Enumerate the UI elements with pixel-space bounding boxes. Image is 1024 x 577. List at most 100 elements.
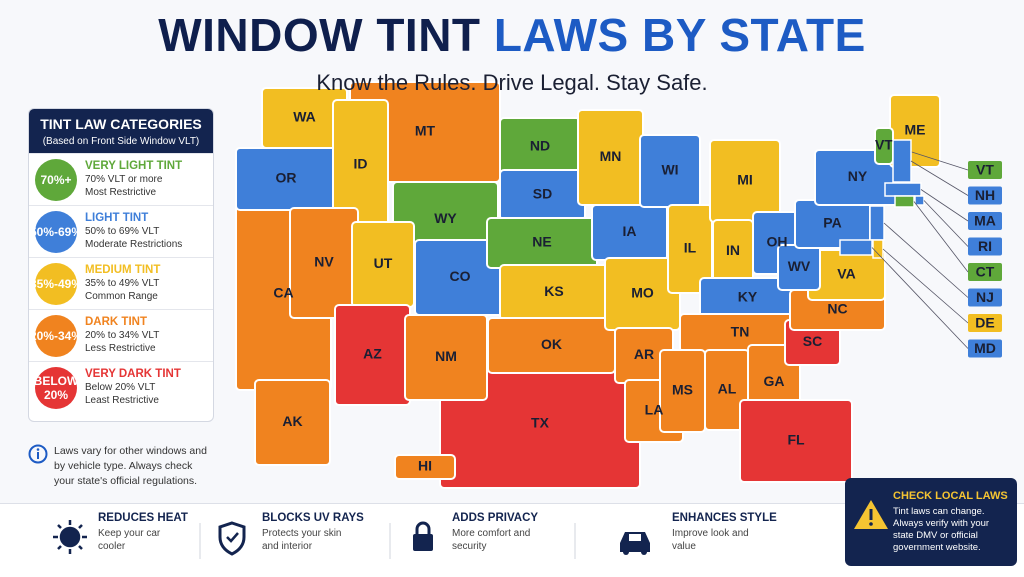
- state-label: OR: [276, 170, 297, 186]
- legend-badge: 70%+: [35, 158, 77, 201]
- legend-line: 50% to 69% VLT: [85, 226, 160, 237]
- small-state: [884, 182, 922, 197]
- benefit: ADDS PRIVACY More comfort and security: [452, 512, 622, 553]
- benefit: BLOCKS UV RAYS Protects your skin and int…: [262, 512, 432, 553]
- callout-box: [968, 288, 1002, 307]
- subtitle: Know the Rules. Drive Legal. Stay Safe.: [316, 70, 708, 95]
- legend-badge: 20%-34%: [30, 314, 82, 357]
- callout-line: [923, 200, 969, 247]
- small-state: [892, 139, 912, 183]
- title-dark: WINDOW TINT: [158, 9, 481, 61]
- benefit-title: REDUCES HEAT: [98, 512, 188, 524]
- state-label: MS: [672, 382, 693, 398]
- state-label: NV: [314, 254, 334, 270]
- check-title: CHECK LOCAL LAWS: [893, 490, 1008, 502]
- state-label: WA: [293, 109, 316, 125]
- check-local-laws: CHECK LOCAL LAWS Tint laws can change. A…: [845, 478, 1017, 566]
- legend-badge: BELOW 20%: [34, 366, 78, 409]
- callout-box: [968, 186, 1002, 205]
- legend-line: 35% to 49% VLT: [85, 278, 160, 289]
- state-label: CO: [450, 268, 471, 284]
- benefit-title: ADDS PRIVACY: [452, 512, 539, 524]
- legend-name: VERY DARK TINT: [85, 368, 181, 380]
- state-label: PA: [823, 215, 841, 231]
- state-label: NY: [848, 168, 868, 184]
- state-label: MO: [631, 285, 654, 301]
- state-label: AL: [718, 381, 737, 397]
- state-label: AR: [634, 346, 654, 362]
- state-label: ID: [354, 156, 368, 172]
- note: Laws vary for other windows and by vehic…: [54, 445, 207, 487]
- legend-name: MEDIUM TINT: [85, 264, 161, 276]
- state-label: UT: [374, 255, 393, 271]
- legend-name: VERY LIGHT TINT: [85, 160, 183, 172]
- legend-subtitle: (Based on Front Side Window VLT): [42, 136, 200, 147]
- state-label: ME: [905, 122, 926, 138]
- callout-line: [910, 160, 969, 196]
- benefit-text: Improve look and value: [672, 528, 749, 552]
- state-label: OK: [541, 336, 562, 352]
- legend-text: LIGHT TINT 50% to 69% VLT Moderate Restric…: [85, 212, 182, 251]
- state: [739, 399, 853, 483]
- callout-label: RI: [978, 238, 992, 254]
- state-label: TN: [731, 324, 750, 340]
- state-label: KS: [544, 283, 563, 299]
- state-label: NE: [532, 234, 551, 250]
- legend-line: Least Restrictive: [85, 395, 159, 406]
- callout-line: [913, 201, 969, 273]
- check-text: Tint laws can change. Always verify with…: [893, 506, 990, 553]
- warning-icon: [854, 500, 888, 529]
- state-label: ND: [530, 138, 550, 154]
- state-label: VA: [837, 266, 855, 282]
- legend-item: 20%-34% DARK TINT 20% to 34% VLT Less Restr…: [29, 309, 213, 361]
- callout-box: [968, 339, 1002, 358]
- legend-line: 70% VLT or more: [85, 174, 163, 185]
- legend-badge: 50%-69%: [30, 210, 82, 253]
- legend: TINT LAW CATEGORIES (Based on Front Side…: [28, 108, 214, 422]
- legend-text: VERY DARK TINT Below 20% VLT Least Restric…: [85, 368, 181, 407]
- small-state: [872, 239, 884, 259]
- state-label: HI: [418, 458, 432, 474]
- benefit-text: Protects your skin and interior: [262, 528, 342, 552]
- benefit-text: Keep your car cooler: [98, 528, 161, 552]
- legend-header: TINT LAW CATEGORIES (Based on Front Side…: [29, 109, 213, 153]
- state-label: WY: [434, 210, 457, 226]
- legend-item: 70%+ VERY LIGHT TINT 70% VLT or more Most R…: [29, 153, 213, 205]
- info-icon: [28, 444, 48, 464]
- state-label: MN: [600, 148, 622, 164]
- legend-text: VERY LIGHT TINT 70% VLT or more Most Restr…: [85, 160, 182, 199]
- state: [254, 379, 331, 466]
- legend-line: 20% to 34% VLT: [85, 330, 160, 341]
- state-label: CA: [273, 285, 293, 301]
- state-label: VT: [875, 137, 893, 153]
- callout-label: CT: [976, 264, 995, 280]
- benefit: ENHANCES STYLE Improve look and value: [672, 512, 842, 553]
- legend-item: 50%-69% LIGHT TINT 50% to 69% VLT Moderate …: [29, 205, 213, 257]
- callout-label: NH: [975, 187, 995, 203]
- state-label: MI: [737, 172, 753, 188]
- state-label: SD: [533, 186, 552, 202]
- legend-line: Below 20% VLT: [85, 382, 156, 393]
- callout-label: DE: [975, 315, 994, 331]
- legend-item: BELOW 20% VERY DARK TINT Below 20% VLT Leas…: [29, 361, 213, 413]
- benefit-icons: [53, 520, 650, 559]
- legend-name: DARK TINT: [85, 316, 147, 328]
- state-label: SC: [803, 333, 822, 349]
- state-label: WI: [661, 162, 678, 178]
- legend-line: Less Restrictive: [85, 343, 156, 354]
- legend-line: Most Restrictive: [85, 187, 157, 198]
- state-label: TX: [531, 415, 550, 431]
- legend-name: LIGHT TINT: [85, 212, 149, 224]
- benefit-title: ENHANCES STYLE: [672, 512, 777, 524]
- legend-text: DARK TINT 20% to 34% VLT Less Restrictive: [85, 316, 159, 355]
- state-label: AK: [282, 413, 302, 429]
- legend-badge: 35%-49%: [30, 262, 82, 305]
- callout-box: [968, 314, 1002, 332]
- legend-title: TINT LAW CATEGORIES: [40, 116, 202, 132]
- benefit-title: BLOCKS UV RAYS: [262, 512, 364, 524]
- callout-line: [882, 248, 969, 324]
- small-state: [839, 239, 873, 256]
